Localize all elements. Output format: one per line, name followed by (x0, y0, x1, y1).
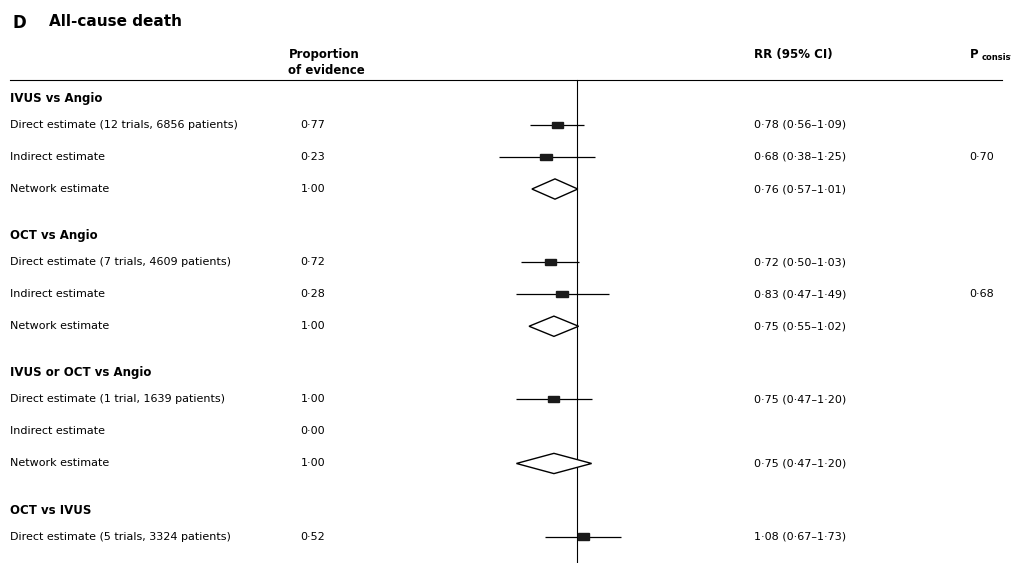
Text: 0·72 (0·50–1·03): 0·72 (0·50–1·03) (753, 257, 845, 267)
Text: 1·00: 1·00 (300, 321, 325, 331)
Text: 0·23: 0·23 (300, 152, 325, 162)
Text: Direct estimate (12 trials, 6856 patients): Direct estimate (12 trials, 6856 patient… (10, 120, 238, 130)
Text: 0·75 (0·47–1·20): 0·75 (0·47–1·20) (753, 394, 845, 404)
Text: 0·00: 0·00 (300, 426, 325, 436)
Text: 0·70: 0·70 (969, 152, 993, 162)
Text: 1·00: 1·00 (300, 394, 325, 404)
Text: RR (95% CI): RR (95% CI) (753, 48, 832, 61)
Text: Indirect estimate: Indirect estimate (10, 152, 105, 162)
Text: 0·78 (0·56–1·09): 0·78 (0·56–1·09) (753, 120, 845, 130)
Bar (548, 396, 559, 403)
Text: 0·52: 0·52 (300, 531, 325, 542)
Text: D: D (12, 14, 26, 32)
Polygon shape (516, 453, 591, 473)
Text: Indirect estimate: Indirect estimate (10, 426, 105, 436)
Text: Direct estimate (1 trial, 1639 patients): Direct estimate (1 trial, 1639 patients) (10, 394, 224, 404)
Text: 0·83 (0·47–1·49): 0·83 (0·47–1·49) (753, 289, 845, 299)
Text: IVUS or OCT vs Angio: IVUS or OCT vs Angio (10, 367, 152, 379)
Text: Direct estimate (7 trials, 4609 patients): Direct estimate (7 trials, 4609 patients… (10, 257, 231, 267)
Text: 0·68: 0·68 (969, 289, 993, 299)
Text: P: P (969, 48, 978, 61)
Text: 0·68 (0·38–1·25): 0·68 (0·38–1·25) (753, 152, 845, 162)
Text: 0·75 (0·55–1·02): 0·75 (0·55–1·02) (753, 321, 845, 331)
Polygon shape (532, 179, 577, 199)
Text: Network estimate: Network estimate (10, 184, 109, 194)
Bar (540, 154, 551, 160)
Text: 0·76 (0·57–1·01): 0·76 (0·57–1·01) (753, 184, 845, 194)
Text: OCT vs Angio: OCT vs Angio (10, 229, 98, 242)
Text: 0·28: 0·28 (300, 289, 326, 299)
Text: 1·00: 1·00 (300, 458, 325, 468)
Polygon shape (529, 316, 578, 336)
Bar (577, 533, 588, 539)
Text: 0·75 (0·47–1·20): 0·75 (0·47–1·20) (753, 458, 845, 468)
Text: Direct estimate (5 trials, 3324 patients): Direct estimate (5 trials, 3324 patients… (10, 531, 231, 542)
Text: Network estimate: Network estimate (10, 321, 109, 331)
Text: Network estimate: Network estimate (10, 458, 109, 468)
Text: 1·00: 1·00 (300, 184, 325, 194)
Bar (556, 291, 567, 297)
Text: consistency: consistency (981, 53, 1011, 62)
Text: All-cause death: All-cause death (49, 14, 181, 29)
Bar (545, 259, 556, 265)
Text: Proportion
of evidence: Proportion of evidence (288, 48, 365, 77)
Text: OCT vs IVUS: OCT vs IVUS (10, 504, 91, 517)
Text: 1·08 (0·67–1·73): 1·08 (0·67–1·73) (753, 531, 845, 542)
Text: 0·72: 0·72 (300, 257, 326, 267)
Text: IVUS vs Angio: IVUS vs Angio (10, 92, 102, 105)
Bar (551, 122, 562, 128)
Text: 0·77: 0·77 (300, 120, 326, 130)
Text: Indirect estimate: Indirect estimate (10, 289, 105, 299)
